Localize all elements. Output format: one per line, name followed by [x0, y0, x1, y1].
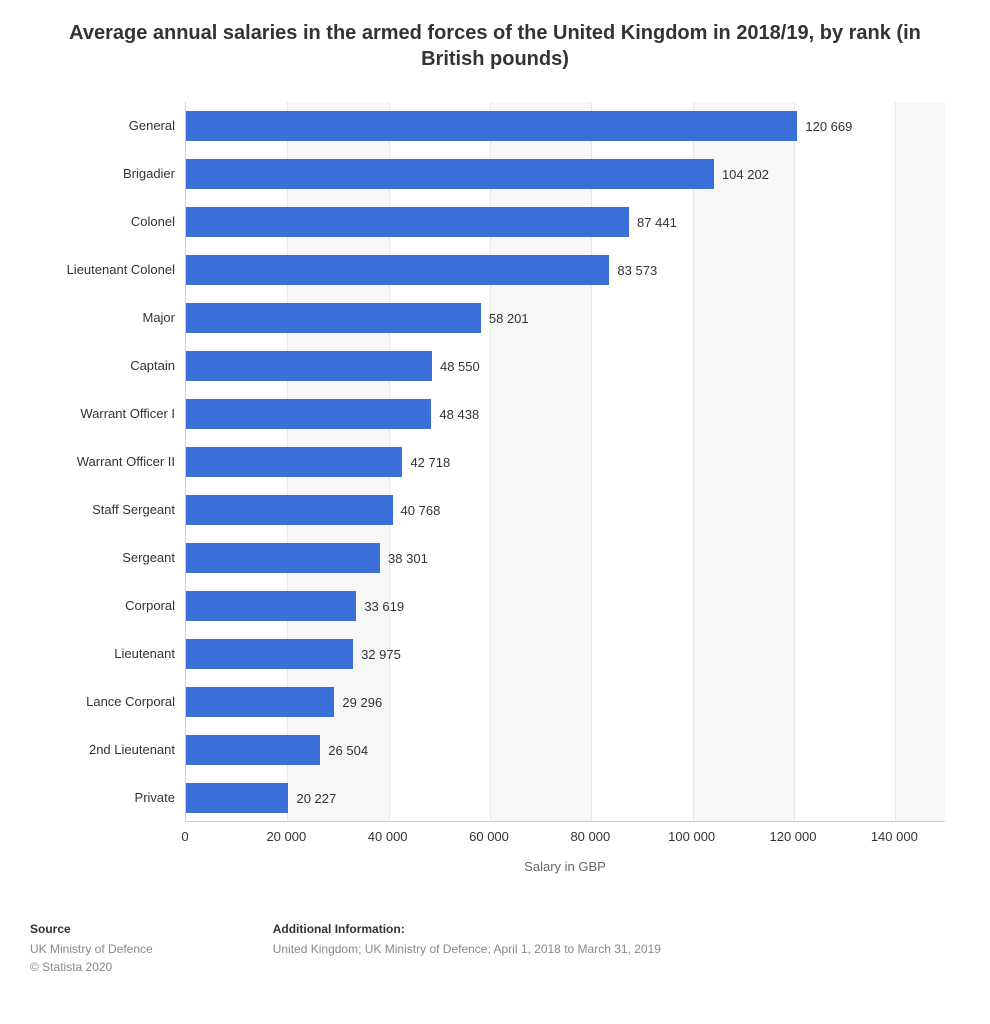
x-tick-label: 0 — [181, 829, 188, 844]
x-tick-label: 60 000 — [469, 829, 509, 844]
chart-container: Average annual salaries in the armed for… — [10, 20, 980, 1004]
bar-row: 32 975 — [186, 639, 401, 669]
y-category-label: Warrant Officer II — [15, 454, 175, 469]
bar-row: 29 296 — [186, 687, 382, 717]
bar-value-label: 48 550 — [440, 359, 480, 374]
y-category-label: Private — [15, 790, 175, 805]
bar — [186, 783, 288, 813]
x-tick-label: 20 000 — [266, 829, 306, 844]
bar-row: 83 573 — [186, 255, 657, 285]
bar-row: 38 301 — [186, 543, 428, 573]
bar-value-label: 104 202 — [722, 167, 769, 182]
y-category-label: Lieutenant — [15, 646, 175, 661]
footer-info-text: United Kingdom; UK Ministry of Defence; … — [273, 940, 661, 958]
x-tick-label: 40 000 — [368, 829, 408, 844]
bar — [186, 543, 380, 573]
bar-row: 120 669 — [186, 111, 852, 141]
x-tick-label: 80 000 — [570, 829, 610, 844]
y-category-label: Brigadier — [15, 166, 175, 181]
bar-value-label: 38 301 — [388, 551, 428, 566]
y-category-label: Warrant Officer I — [15, 406, 175, 421]
bar-value-label: 26 504 — [328, 743, 368, 758]
plot-area: 120 669 104 202 87 441 83 573 58 201 48 550 48… — [185, 102, 945, 822]
bar — [186, 639, 353, 669]
bar — [186, 255, 609, 285]
bar-row: 48 550 — [186, 351, 480, 381]
bar-value-label: 29 296 — [342, 695, 382, 710]
bar — [186, 735, 320, 765]
y-category-label: Major — [15, 310, 175, 325]
y-category-label: Sergeant — [15, 550, 175, 565]
bar — [186, 111, 797, 141]
bar-row: 104 202 — [186, 159, 769, 189]
y-category-label: Lieutenant Colonel — [15, 262, 175, 277]
bar-row: 42 718 — [186, 447, 450, 477]
bar — [186, 207, 629, 237]
y-category-label: 2nd Lieutenant — [15, 742, 175, 757]
x-tick-label: 120 000 — [770, 829, 817, 844]
chart-area: 120 669 104 202 87 441 83 573 58 201 48 550 48… — [15, 92, 975, 892]
y-category-label: General — [15, 118, 175, 133]
bar-value-label: 40 768 — [401, 503, 441, 518]
bar-value-label: 87 441 — [637, 215, 677, 230]
grid-band — [693, 102, 794, 821]
bar — [186, 303, 481, 333]
footer-info-heading: Additional Information: — [273, 922, 661, 936]
bar-value-label: 120 669 — [805, 119, 852, 134]
bar — [186, 495, 393, 525]
bar-value-label: 83 573 — [617, 263, 657, 278]
chart-title: Average annual salaries in the armed for… — [10, 20, 980, 92]
bar-value-label: 20 227 — [296, 791, 336, 806]
bar-value-label: 32 975 — [361, 647, 401, 662]
bar — [186, 351, 432, 381]
footer-source-col: Source UK Ministry of Defence © Statista… — [30, 922, 153, 976]
grid-line — [794, 102, 795, 821]
y-category-label: Colonel — [15, 214, 175, 229]
chart-footer: Source UK Ministry of Defence © Statista… — [10, 892, 980, 976]
bar — [186, 447, 402, 477]
bar-value-label: 33 619 — [364, 599, 404, 614]
bar-row: 20 227 — [186, 783, 336, 813]
bar-row: 58 201 — [186, 303, 529, 333]
grid-band — [895, 102, 945, 821]
grid-line — [693, 102, 694, 821]
y-category-label: Staff Sergeant — [15, 502, 175, 517]
bar — [186, 159, 714, 189]
bar-value-label: 42 718 — [410, 455, 450, 470]
x-axis-label: Salary in GBP — [185, 859, 945, 874]
footer-copyright: © Statista 2020 — [30, 958, 153, 976]
y-category-label: Corporal — [15, 598, 175, 613]
footer-source-heading: Source — [30, 922, 153, 936]
bar — [186, 399, 431, 429]
footer-source-text: UK Ministry of Defence — [30, 940, 153, 958]
x-tick-label: 100 000 — [668, 829, 715, 844]
y-category-label: Lance Corporal — [15, 694, 175, 709]
footer-info-col: Additional Information: United Kingdom; … — [273, 922, 661, 976]
bar-row: 87 441 — [186, 207, 677, 237]
bar-row: 33 619 — [186, 591, 404, 621]
bar-row: 48 438 — [186, 399, 479, 429]
bar-row: 26 504 — [186, 735, 368, 765]
bar-row: 40 768 — [186, 495, 440, 525]
bar — [186, 591, 356, 621]
bar-value-label: 48 438 — [439, 407, 479, 422]
bar — [186, 687, 334, 717]
bar-value-label: 58 201 — [489, 311, 529, 326]
grid-line — [895, 102, 896, 821]
y-category-label: Captain — [15, 358, 175, 373]
x-tick-label: 140 000 — [871, 829, 918, 844]
